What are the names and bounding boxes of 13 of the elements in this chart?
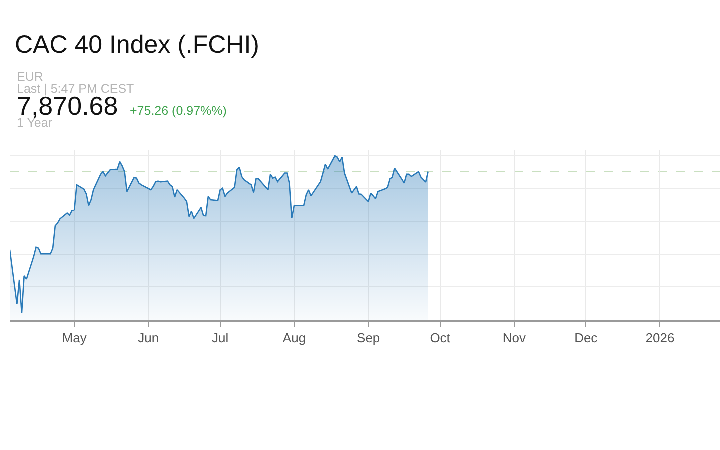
x-tick-label: May [62, 330, 88, 346]
x-tick-label: Aug [282, 330, 306, 346]
text: EUR [17, 70, 44, 84]
x-tick-label: Jun [138, 330, 160, 346]
x-tick-label: Dec [574, 330, 598, 346]
x-tick-label: Sep [357, 330, 380, 346]
chart-title: CAC 40 Index (.FCHI) [15, 30, 260, 59]
x-tick-label: Jul [212, 330, 229, 346]
x-tick-label: Nov [502, 330, 526, 346]
x-tick-label: 2026 [646, 330, 675, 346]
text: Last | 5:47 PM CEST [17, 82, 135, 96]
text: +75.26 (0.97%%) [130, 104, 227, 118]
x-tick-label: Oct [430, 330, 451, 346]
